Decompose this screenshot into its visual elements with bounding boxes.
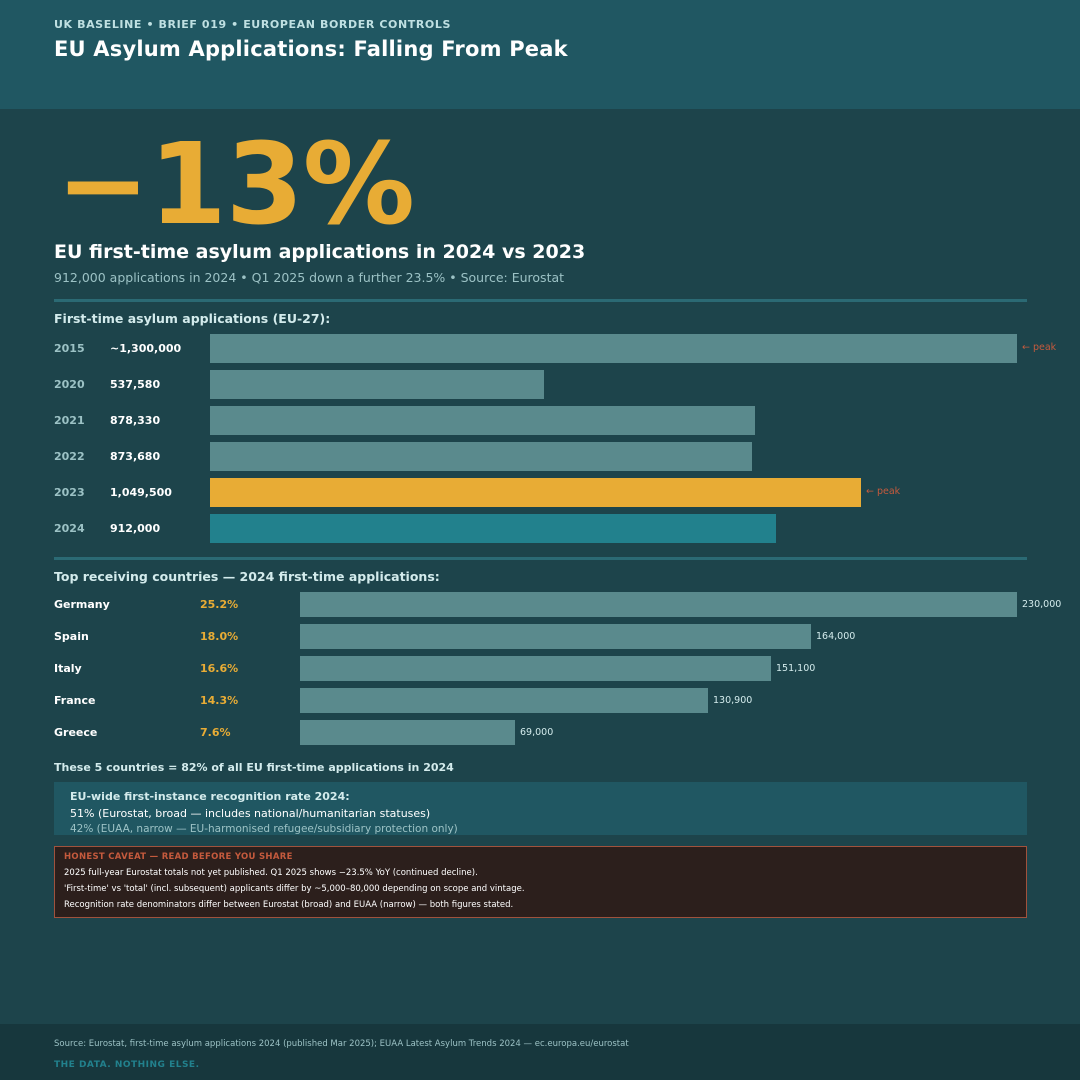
country-value-label: 151,100 — [776, 663, 816, 674]
yearly-chart-title: First-time asylum applications (EU-27): — [54, 311, 331, 326]
summary-note: These 5 countries = 82% of all EU first-… — [54, 761, 454, 774]
country-value-label: 164,000 — [816, 631, 856, 642]
year-label: 2023 — [54, 486, 85, 499]
brief-kicker: UK BASELINE • BRIEF 019 • EUROPEAN BORDE… — [54, 18, 452, 31]
country-bar — [300, 688, 708, 713]
footer-tagline: THE DATA. NOTHING ELSE. — [54, 1060, 200, 1070]
year-label: 2024 — [54, 522, 85, 535]
hero-subtitle: EU first-time asylum applications in 202… — [54, 241, 586, 263]
year-label: 2022 — [54, 450, 85, 463]
divider — [54, 299, 1027, 302]
country-share: 18.0% — [200, 630, 239, 643]
country-bar — [300, 624, 811, 649]
country-share: 14.3% — [200, 694, 239, 707]
year-bar — [210, 514, 776, 543]
country-label: Greece — [54, 726, 98, 739]
country-chart-title: Top receiving countries — 2024 first-tim… — [54, 569, 440, 584]
hero-meta: 912,000 applications in 2024 • Q1 2025 d… — [54, 270, 565, 285]
country-bar — [300, 720, 515, 745]
caveat-line: 'First-time' vs 'total' (incl. subsequen… — [64, 884, 525, 894]
header-band: UK BASELINE • BRIEF 019 • EUROPEAN BORDE… — [0, 0, 1080, 109]
country-label: France — [54, 694, 96, 707]
year-value-label: ~1,300,000 — [110, 342, 182, 355]
year-value-label: 912,000 — [110, 522, 161, 535]
recognition-box: EU-wide first-instance recognition rate … — [54, 782, 1027, 835]
recognition-narrow: 42% (EUAA, narrow — EU-harmonised refuge… — [70, 823, 458, 835]
country-share: 7.6% — [200, 726, 231, 739]
country-label: Germany — [54, 598, 110, 611]
recognition-broad: 51% (Eurostat, broad — includes national… — [70, 807, 431, 820]
year-label: 2015 — [54, 342, 85, 355]
country-value-label: 230,000 — [1022, 599, 1062, 610]
year-value-label: 873,680 — [110, 450, 161, 463]
caveat-line: 2025 full-year Eurostat totals not yet p… — [64, 868, 478, 878]
recognition-title: EU-wide first-instance recognition rate … — [70, 790, 350, 803]
caveat-box: HONEST CAVEAT — READ BEFORE YOU SHARE 20… — [54, 846, 1027, 918]
peak-annotation: ← peak — [1022, 342, 1057, 353]
country-bar — [300, 656, 771, 681]
year-bar — [210, 370, 544, 399]
year-bar — [210, 478, 861, 507]
peak-annotation: ← peak — [866, 486, 901, 497]
caveat-line: Recognition rate denominators differ bet… — [64, 900, 514, 910]
year-bar — [210, 442, 752, 471]
country-label: Spain — [54, 630, 89, 643]
footer-band: Source: Eurostat, first-time asylum appl… — [0, 1024, 1080, 1080]
year-bar — [210, 406, 755, 435]
country-label: Italy — [54, 662, 82, 675]
country-bar — [300, 592, 1017, 617]
country-value-label: 130,900 — [713, 695, 753, 706]
year-bar — [210, 334, 1017, 363]
country-value-label: 69,000 — [520, 727, 554, 738]
divider — [54, 557, 1027, 560]
country-share: 25.2% — [200, 598, 239, 611]
country-share: 16.6% — [200, 662, 239, 675]
page-title: EU Asylum Applications: Falling From Pea… — [54, 37, 568, 61]
year-value-label: 878,330 — [110, 414, 161, 427]
footer-source: Source: Eurostat, first-time asylum appl… — [54, 1039, 629, 1049]
hero-figure: −13% — [56, 120, 415, 250]
year-label: 2020 — [54, 378, 85, 391]
year-value-label: 537,580 — [110, 378, 161, 391]
year-value-label: 1,049,500 — [110, 486, 172, 499]
year-label: 2021 — [54, 414, 85, 427]
caveat-title: HONEST CAVEAT — READ BEFORE YOU SHARE — [64, 852, 293, 862]
